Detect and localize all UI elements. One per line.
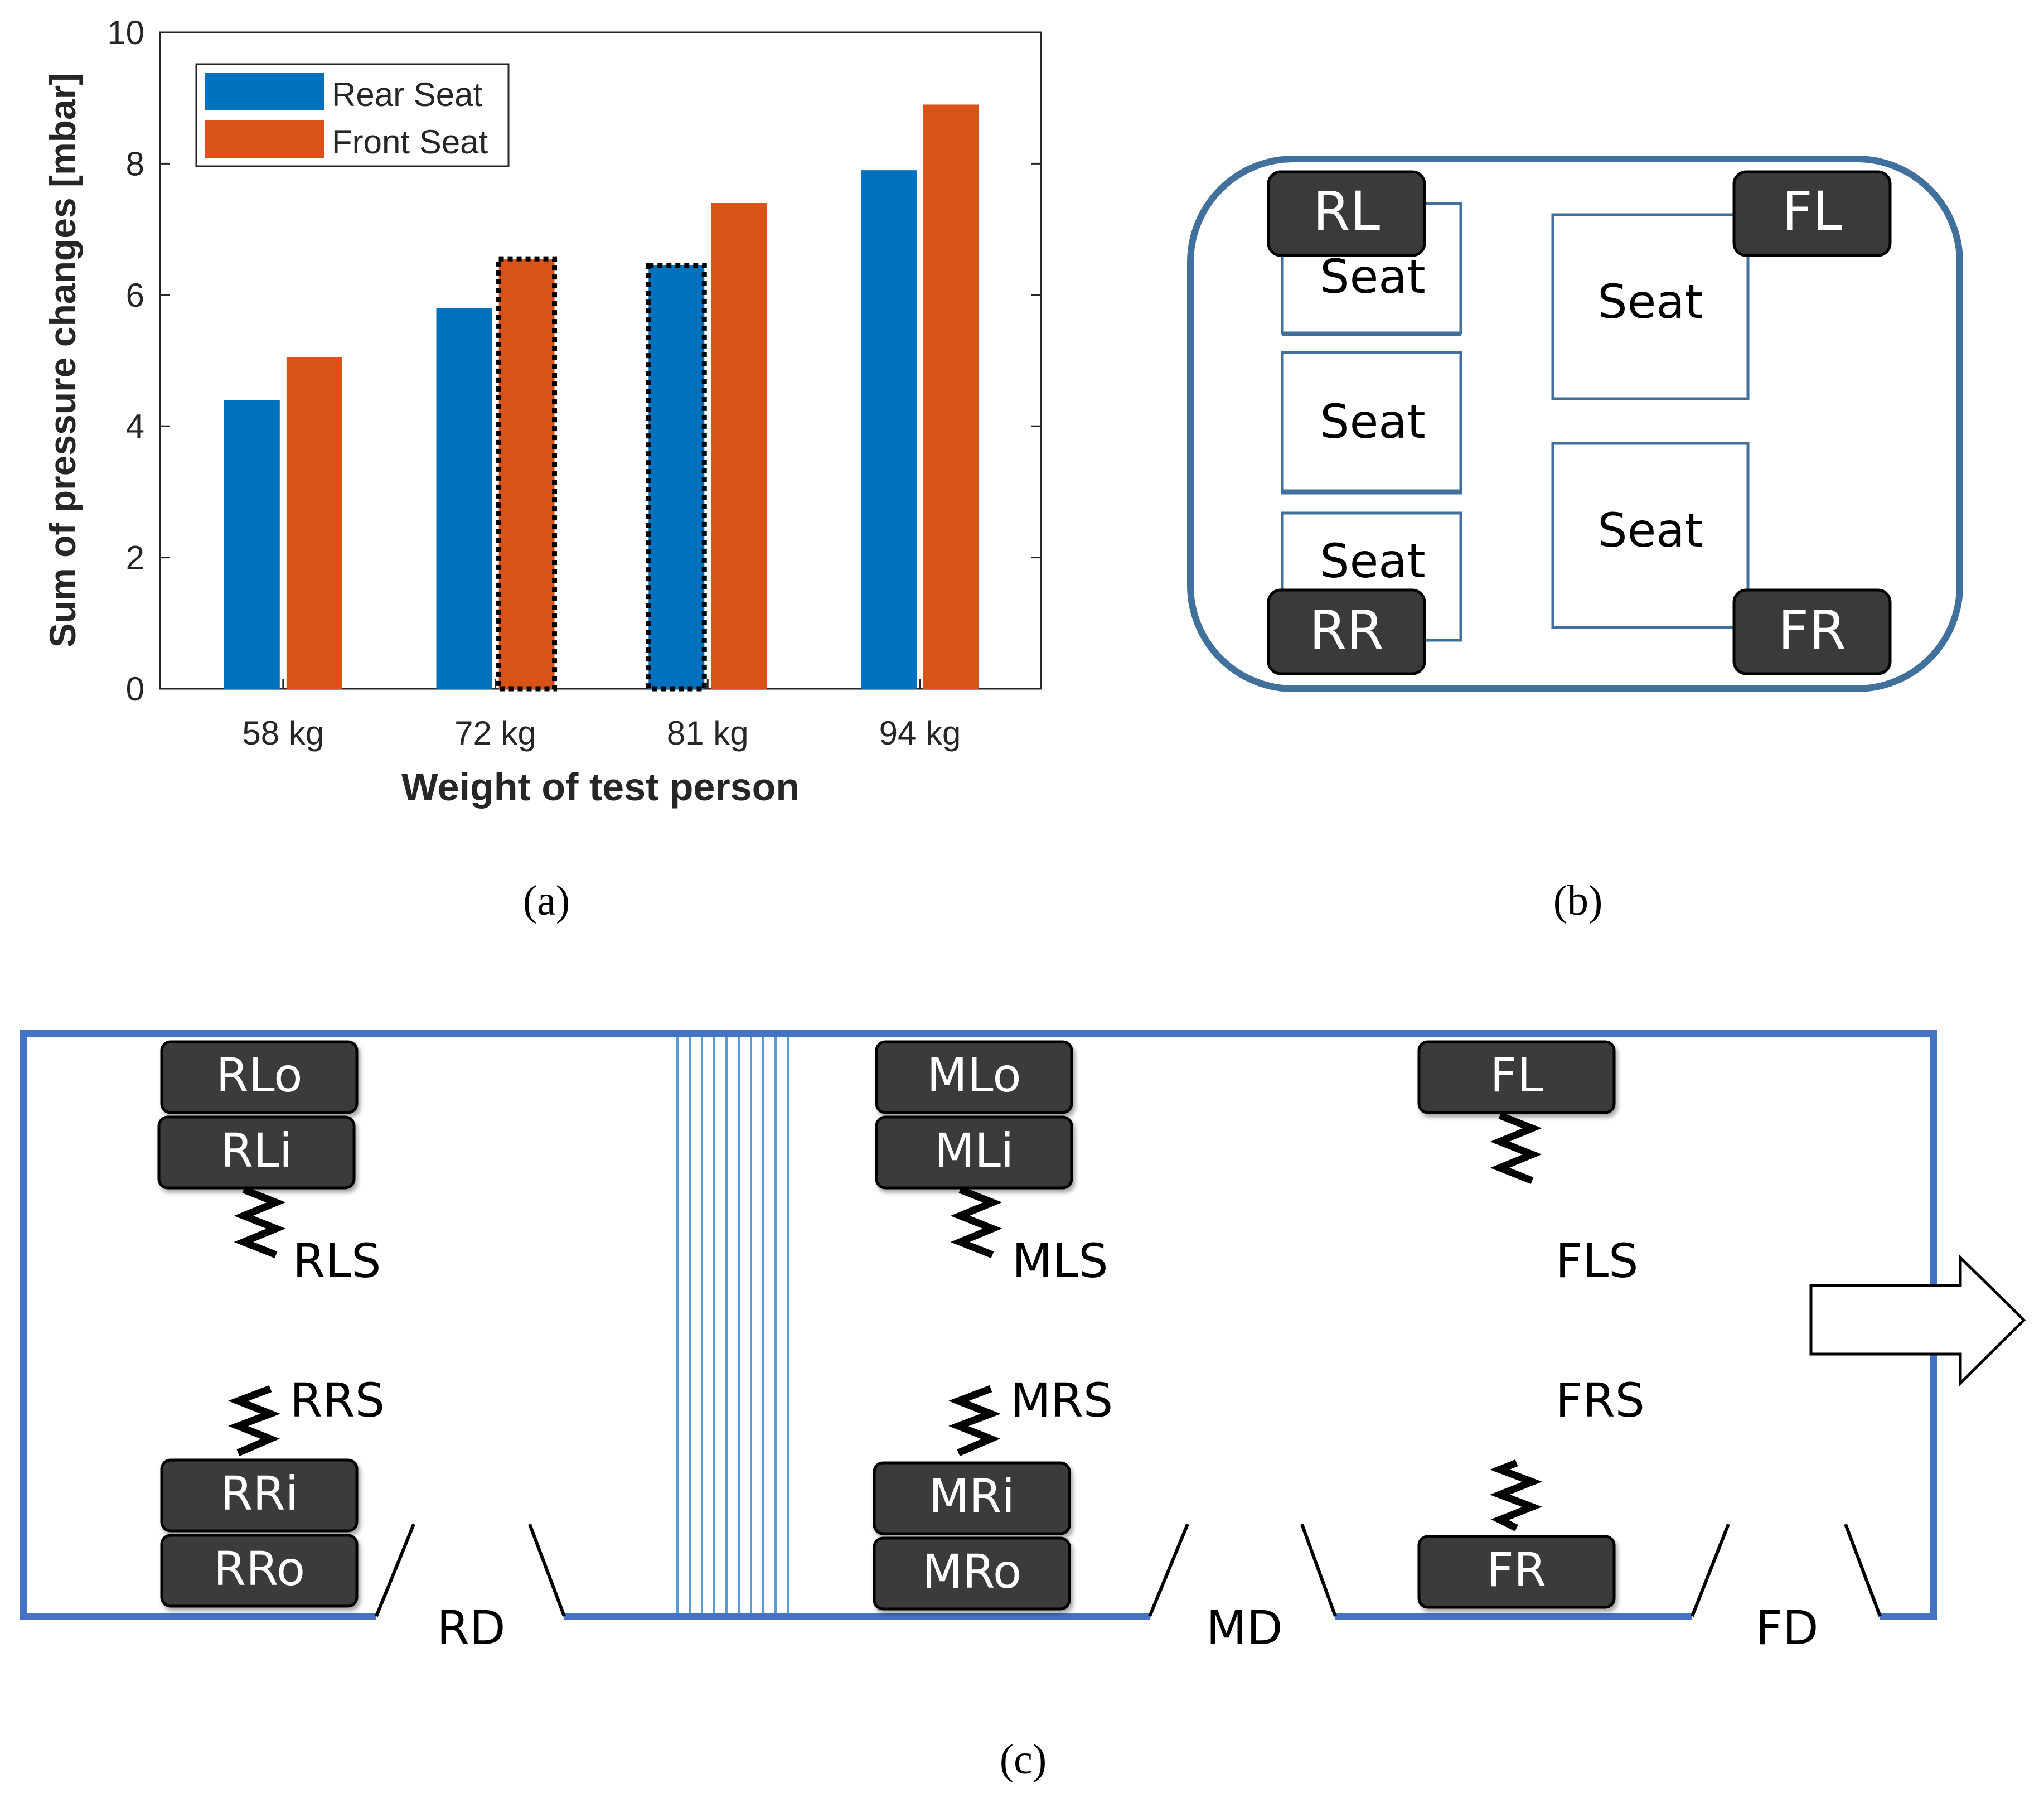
spring-label-mrs: MRS <box>1010 1373 1113 1428</box>
bar-front-seat-58kg <box>286 357 342 689</box>
spring-label-fls: FLS <box>1556 1234 1638 1288</box>
sensor-ml-o: MLo <box>875 1040 1073 1114</box>
y-tick-label: 10 <box>107 14 144 51</box>
y-tick-label: 2 <box>126 539 144 577</box>
sensor-mr-i-label: MRi <box>929 1469 1015 1524</box>
rear-seat-middle <box>1281 351 1462 495</box>
front-seat-top <box>1551 213 1750 400</box>
wheel-fl: FL <box>1732 170 1892 257</box>
sensor-rr-o-label: RRo <box>214 1541 305 1596</box>
x-tick-label: 72 kg <box>454 714 536 752</box>
legend-swatch-rear-seat <box>205 73 324 110</box>
sensor-mr-o-label: MRo <box>922 1544 1021 1599</box>
bar-front-seat-94kg <box>923 104 979 689</box>
sensor-rl-i-label: RLi <box>221 1123 293 1178</box>
bar-rear-seat-94kg <box>860 170 917 689</box>
door-md: MD <box>1206 1601 1282 1655</box>
front-seat-top-label: Seat <box>1597 274 1703 329</box>
front-seat-bottom-label: Seat <box>1597 503 1703 558</box>
sensor-rr-i-label: RRi <box>220 1466 298 1521</box>
caption-a: (a) <box>523 877 570 924</box>
bars <box>224 104 979 692</box>
door-fd: FD <box>1756 1601 1819 1655</box>
wheel-fl-label: FL <box>1782 180 1843 243</box>
bar-chart: 0 2 4 6 8 10 58 kg 72 kg 81 kg 94 kg Sum of pres… <box>42 14 1042 924</box>
legend-label-front-seat: Front Seat <box>332 123 488 161</box>
wheel-fr-label: FR <box>1778 599 1846 661</box>
sensor-fr: FR <box>1417 1535 1616 1609</box>
bar-front-seat-72kg <box>498 259 555 689</box>
wheel-rr-label: RR <box>1309 599 1383 661</box>
legend: Rear Seat Front Seat <box>195 63 510 167</box>
y-tick-label: 8 <box>126 145 144 182</box>
legend-swatch-front-seat <box>205 120 324 158</box>
sensor-mr-i: MRi <box>873 1461 1071 1535</box>
rear-seat-bottom-label: Seat <box>1320 534 1425 588</box>
hatched-section <box>676 1037 789 1613</box>
spring-label-rls: RLS <box>293 1234 381 1288</box>
door-rd: RD <box>437 1601 505 1655</box>
rear-seat-top-label: Seat <box>1320 249 1425 304</box>
bar-highlight-outline <box>646 263 707 692</box>
wheel-rl-label: RL <box>1313 180 1380 243</box>
sensor-fl-label: FL <box>1490 1048 1543 1103</box>
seat-layout-diagram: Seat Seat Seat Seat Seat RL FL RR FR (b) <box>1187 156 1963 924</box>
spring-rls-icon <box>234 1186 286 1259</box>
caption-c: (c) <box>1000 1736 1047 1783</box>
x-axis-label: Weight of test person <box>401 765 800 809</box>
y-axis: 0 2 4 6 8 10 <box>107 14 1041 708</box>
wheel-rr: RR <box>1267 588 1426 675</box>
direction-arrow-icon <box>1809 1254 2026 1386</box>
bar-rear-seat-81kg <box>648 265 705 689</box>
legend-label-rear-seat: Rear Seat <box>332 76 482 113</box>
bar-rear-seat-72kg <box>436 308 492 689</box>
rear-seat-middle-label: Seat <box>1320 394 1425 449</box>
spring-fr-icon <box>1490 1459 1542 1531</box>
x-tick-label: 58 kg <box>242 714 324 752</box>
sensor-fr-label: FR <box>1487 1543 1547 1597</box>
x-axis: 58 kg 72 kg 81 kg 94 kg <box>242 679 961 752</box>
wheel-rl: RL <box>1267 170 1426 257</box>
wheel-fr: FR <box>1732 588 1892 675</box>
sensor-mr-o: MRo <box>873 1536 1071 1611</box>
sensor-rr-o: RRo <box>160 1534 359 1608</box>
spring-fl-icon <box>1490 1111 1542 1185</box>
caption-b: (b) <box>1553 877 1603 924</box>
sensor-fl: FL <box>1417 1040 1616 1114</box>
x-tick-label: 94 kg <box>879 714 961 752</box>
sensor-ml-o-label: MLo <box>927 1048 1021 1103</box>
y-tick-label: 0 <box>126 670 144 708</box>
sensor-rr-i: RRi <box>160 1458 359 1533</box>
door-lines <box>375 1523 1882 1617</box>
spring-rrs-icon <box>228 1385 280 1456</box>
bar-rear-seat-58kg <box>224 400 280 689</box>
y-tick-label: 4 <box>126 408 144 445</box>
sensor-rl-o: RLo <box>160 1040 359 1114</box>
spring-label-frs: FRS <box>1556 1373 1645 1428</box>
front-seat-bottom <box>1551 442 1750 629</box>
vehicle-outline <box>20 1030 1937 1620</box>
sensor-ml-i-label: MLi <box>934 1123 1014 1178</box>
bar-highlight-outline <box>496 256 558 692</box>
car-outline <box>1187 156 1963 692</box>
bar-front-seat-81kg <box>711 203 767 689</box>
spring-label-rrs: RRS <box>290 1373 385 1428</box>
sensor-ml-i: MLi <box>875 1115 1073 1190</box>
sensor-rl-i: RLi <box>157 1115 356 1190</box>
y-axis-label: Sum of pressure changes [mbar] <box>42 73 83 648</box>
spring-mls-icon <box>950 1186 1002 1259</box>
x-tick-label: 81 kg <box>667 714 749 752</box>
spring-mrs-icon <box>948 1385 1001 1456</box>
spring-label-mls: MLS <box>1012 1234 1108 1288</box>
sensor-rl-o-label: RLo <box>216 1048 302 1103</box>
y-tick-label: 6 <box>126 277 144 314</box>
sensor-layout-diagram: RD MD FD RLo RLi MLo <box>20 1030 2026 1783</box>
